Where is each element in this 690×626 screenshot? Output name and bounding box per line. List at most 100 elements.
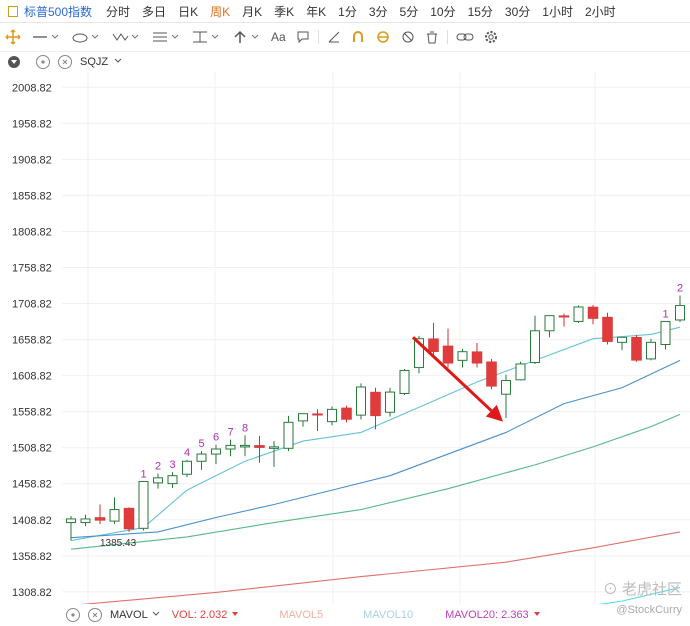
- count-label: 1: [662, 308, 668, 320]
- price-chart[interactable]: 2008.82 1958.82 1908.82 1858.82 1808.82 1758.…: [0, 72, 690, 604]
- count-label: 6: [213, 432, 219, 444]
- tab-timeframe[interactable]: 季K: [274, 4, 295, 19]
- trash-icon[interactable]: [420, 27, 444, 47]
- count-label: 1: [140, 468, 146, 480]
- move-icon[interactable]: [0, 27, 26, 47]
- candle-body: [123, 507, 135, 530]
- candle-body: [646, 341, 656, 360]
- tab-timeframe[interactable]: 日K: [178, 4, 199, 19]
- tab-timeframe[interactable]: 30分: [504, 4, 531, 19]
- tiger-logo-icon: ⊙: [602, 581, 622, 598]
- y-tick-label: 1308.82: [12, 587, 52, 599]
- candle-body: [341, 407, 352, 420]
- tab-timeframe[interactable]: 3分: [368, 4, 388, 19]
- candle-body: [573, 306, 584, 322]
- count-label: 3: [169, 459, 175, 471]
- ma-line: [80, 531, 681, 604]
- ruler-icon[interactable]: [322, 27, 346, 47]
- mavol20-value: MAVOL20: 2.363: [445, 609, 529, 621]
- y-tick-label: 1658.82: [12, 335, 52, 347]
- y-tick-label: 1608.82: [12, 371, 52, 383]
- y-tick-label: 2008.82: [12, 82, 52, 94]
- shape-icon[interactable]: [66, 27, 106, 47]
- candle-body: [631, 337, 642, 361]
- indicator-name[interactable]: SQJZ: [80, 56, 109, 68]
- line-icon[interactable]: [26, 27, 66, 47]
- y-tick-label: 1858.82: [12, 190, 52, 202]
- candle-body: [558, 315, 570, 318]
- chevron-down-icon[interactable]: [152, 609, 160, 621]
- wave-icon[interactable]: [106, 27, 146, 47]
- lock-icon[interactable]: [370, 27, 396, 47]
- tab-timeframe[interactable]: 多日: [142, 4, 167, 19]
- settings-icon[interactable]: [36, 55, 50, 69]
- tab-timeframe[interactable]: 分时: [106, 4, 131, 19]
- candle-body: [240, 444, 250, 448]
- candle-body: [153, 477, 163, 484]
- volume-indicator-bar: MAVOL VOL: 2.032 MAVOL5 MAVOL10 MAVOL20:…: [0, 604, 690, 626]
- candle-body: [211, 448, 221, 455]
- candle-body: [587, 306, 599, 319]
- tab-timeframe[interactable]: 2小时: [584, 4, 616, 19]
- candle-body: [80, 518, 91, 524]
- candle-body: [182, 460, 192, 475]
- arrow-icon[interactable]: [226, 27, 266, 47]
- y-tick-label: 1408.82: [12, 515, 52, 527]
- candle-body: [94, 517, 106, 521]
- watermark-user: @StockCurry: [616, 604, 682, 616]
- symbol-name[interactable]: 标普500指数: [24, 4, 93, 19]
- candle-body: [675, 305, 685, 321]
- vol-indicator-name[interactable]: MAVOL: [110, 609, 148, 621]
- tab-timeframe[interactable]: 1分: [338, 4, 357, 19]
- candle-body: [138, 480, 149, 529]
- candle-body: [254, 445, 265, 448]
- close-icon[interactable]: [88, 608, 102, 622]
- hide-icon[interactable]: [396, 27, 420, 47]
- drawing-toolbar: Aa: [0, 23, 690, 52]
- gear-icon[interactable]: [479, 27, 503, 47]
- candle-body: [530, 330, 540, 364]
- collapse-icon[interactable]: [8, 56, 20, 68]
- settings-icon[interactable]: [66, 608, 80, 622]
- candle-body: [457, 351, 468, 361]
- candle-body: [660, 320, 671, 345]
- candle-body: [602, 316, 613, 342]
- trend-arrow-line: [411, 336, 493, 412]
- y-tick-label: 1358.82: [12, 551, 52, 563]
- link-icon[interactable]: [451, 27, 479, 47]
- tab-timeframe[interactable]: 15分: [467, 4, 493, 19]
- mavol10-label: MAVOL10: [363, 609, 414, 621]
- fib-icon[interactable]: [146, 27, 186, 47]
- caret-down-icon: [231, 609, 239, 621]
- candle-body: [414, 338, 424, 369]
- panel-toggle-icon[interactable]: [8, 5, 18, 17]
- text-tool[interactable]: Aa: [266, 27, 291, 47]
- candle-body: [442, 345, 454, 364]
- tab-timeframe[interactable]: 月K: [242, 4, 263, 19]
- count-label: 2: [677, 282, 683, 294]
- ray-icon[interactable]: [186, 27, 226, 47]
- count-label: 8: [242, 422, 248, 434]
- candle-body: [428, 338, 439, 352]
- close-icon[interactable]: [58, 55, 72, 69]
- y-tick-label: 1558.82: [12, 407, 52, 419]
- candle-body: [515, 363, 526, 381]
- tab-timeframe-active[interactable]: 周K: [210, 4, 231, 19]
- candle-body: [312, 413, 323, 416]
- ma-line: [70, 359, 681, 539]
- watermark-brand-text: 老虎社区: [621, 581, 682, 598]
- candle-body: [370, 391, 381, 417]
- tab-timeframe[interactable]: 年K: [306, 4, 327, 19]
- comment-icon[interactable]: [291, 27, 315, 47]
- tab-timeframe[interactable]: 5分: [399, 4, 419, 19]
- tab-timeframe[interactable]: 1小时: [542, 4, 573, 19]
- candle-body: [385, 391, 395, 413]
- indicator-header: SQJZ: [0, 52, 690, 72]
- count-label: 2: [155, 461, 161, 473]
- magnet-icon[interactable]: [346, 27, 370, 47]
- candle-body: [269, 446, 279, 449]
- chevron-down-icon[interactable]: [114, 56, 122, 68]
- candle-body: [66, 518, 76, 524]
- candle-body: [356, 386, 366, 416]
- tab-timeframe[interactable]: 10分: [430, 4, 456, 19]
